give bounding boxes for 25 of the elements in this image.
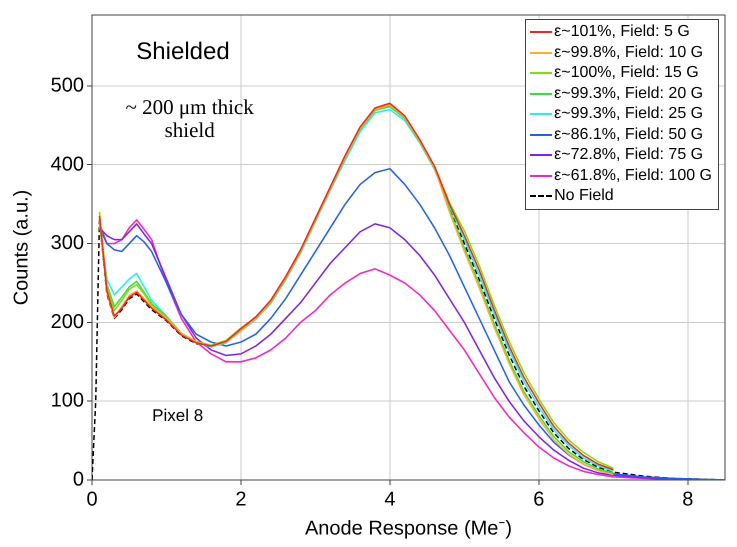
annotation: ~ 200 μm thick shield [124, 95, 255, 143]
annotation: Pixel 8 [152, 406, 204, 426]
x-tick-label: 6 [533, 488, 544, 511]
legend-label: No Field [554, 186, 614, 206]
y-tick-label: 400 [50, 153, 84, 176]
x-tick-label: 4 [384, 488, 396, 511]
y-tick-label: 0 [72, 468, 84, 491]
legend-label: ε~86.1%, Field: 50 G [554, 124, 704, 144]
y-axis-title: Counts (a.u.) [10, 190, 33, 306]
x-axis-title: Anode Response (Me⁻) [304, 518, 512, 540]
y-tick-label: 200 [50, 310, 84, 333]
legend-label: ε~99.8%, Field: 10 G [554, 42, 704, 62]
y-tick-label: 300 [50, 232, 84, 254]
legend-label: ε~99.3%, Field: 25 G [554, 104, 704, 124]
legend-label: ε~61.8%, Field: 100 G [554, 166, 712, 186]
x-tick-label: 2 [235, 488, 247, 511]
y-tick-label: 100 [50, 390, 84, 412]
annotation: Shielded [136, 38, 230, 66]
x-tick-label: 0 [86, 488, 98, 511]
legend-label: ε~72.8%, Field: 75 G [554, 145, 704, 165]
y-tick-label: 500 [50, 74, 84, 96]
legend-label: ε~101%, Field: 5 G [554, 22, 690, 42]
legend-label: ε~99.3%, Field: 20 G [554, 84, 704, 104]
legend-label: ε~100%, Field: 15 G [554, 63, 699, 83]
x-tick-label: 8 [682, 488, 694, 511]
